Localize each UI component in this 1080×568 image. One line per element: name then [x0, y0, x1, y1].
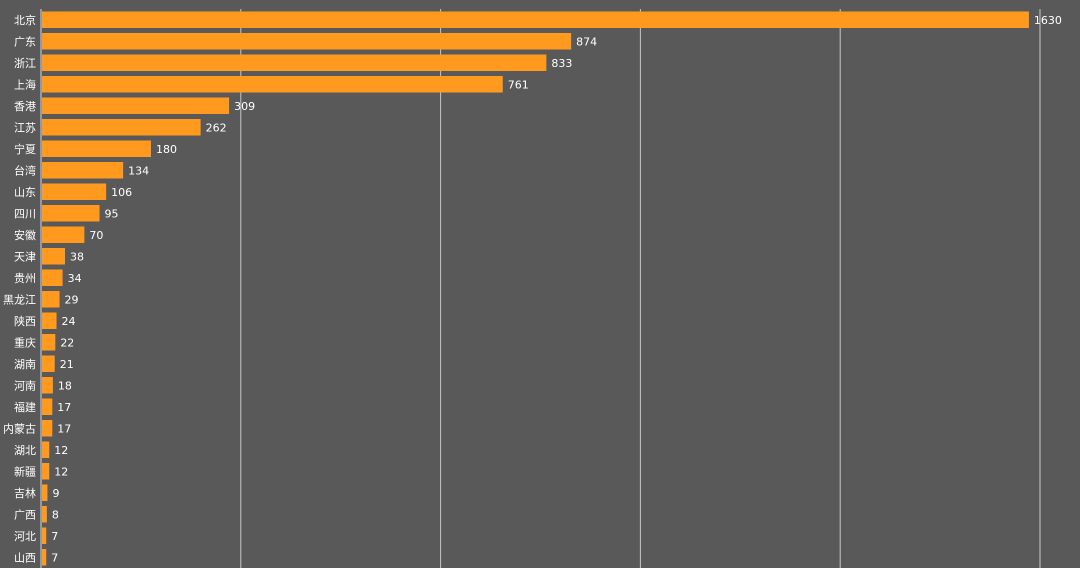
category-label: 河南 [14, 379, 36, 392]
value-label: 34 [68, 272, 82, 285]
category-label: 吉林 [14, 486, 36, 500]
value-label: 7 [51, 530, 58, 543]
value-label: 12 [54, 465, 68, 478]
value-label: 262 [206, 121, 227, 134]
value-label: 22 [60, 336, 74, 349]
category-label: 天津 [14, 250, 36, 263]
value-label: 17 [57, 401, 71, 414]
category-label: 内蒙古 [3, 421, 36, 435]
category-label: 黑龙江 [3, 293, 36, 306]
category-label: 北京 [14, 13, 36, 27]
value-label: 38 [70, 250, 84, 263]
category-label: 福建 [14, 400, 36, 414]
bar [42, 248, 66, 265]
category-label: 山东 [14, 186, 36, 199]
value-label: 18 [58, 379, 72, 392]
category-label: 四川 [14, 207, 36, 220]
value-label: 12 [54, 444, 68, 457]
bars [42, 11, 1029, 566]
category-label: 香港 [14, 100, 36, 113]
category-label: 上海 [14, 77, 36, 91]
bar [42, 527, 47, 544]
category-label: 湖北 [14, 444, 36, 457]
value-label: 9 [52, 487, 59, 500]
category-label: 江苏 [14, 121, 36, 134]
bar [42, 269, 63, 286]
value-label: 106 [111, 186, 132, 199]
bar [42, 140, 151, 157]
bar [42, 549, 47, 566]
category-label: 广东 [14, 35, 36, 48]
value-label: 21 [60, 358, 74, 371]
category-label: 浙江 [14, 57, 36, 70]
bar [42, 312, 57, 329]
value-label: 309 [234, 100, 255, 113]
value-label: 8 [52, 508, 59, 521]
category-label: 河北 [14, 530, 36, 543]
bar [42, 463, 50, 480]
category-label: 湖南 [14, 358, 36, 371]
category-label: 新疆 [14, 464, 36, 478]
value-label: 874 [576, 35, 597, 48]
value-label: 95 [105, 207, 119, 220]
value-label: 761 [508, 78, 529, 91]
bar [42, 119, 201, 136]
category-label: 重庆 [14, 335, 36, 349]
value-label: 24 [62, 315, 76, 328]
value-label: 17 [57, 422, 71, 435]
bar [42, 205, 100, 222]
category-label: 宁夏 [14, 142, 36, 156]
bar [42, 226, 85, 243]
bar [42, 441, 50, 458]
value-label: 29 [65, 293, 79, 306]
bar [42, 484, 48, 501]
value-label: 180 [156, 143, 177, 156]
value-label: 134 [128, 164, 149, 177]
category-label: 广西 [14, 508, 36, 521]
bar [42, 33, 572, 50]
value-label: 7 [51, 551, 58, 564]
bar [42, 334, 56, 351]
bar [42, 355, 55, 372]
category-label: 陕西 [14, 314, 36, 328]
category-label: 山西 [14, 551, 36, 564]
category-labels: 北京广东浙江上海香港江苏宁夏台湾山东四川安徽天津贵州黑龙江陕西重庆湖南河南福建内… [3, 13, 36, 565]
bar [42, 162, 124, 179]
category-label: 安徽 [14, 228, 36, 242]
category-label: 台湾 [14, 163, 36, 177]
bar [42, 377, 53, 394]
bar [42, 76, 503, 93]
value-label: 833 [551, 57, 572, 70]
bar [42, 97, 230, 114]
bar [42, 420, 53, 437]
bar [42, 183, 107, 200]
bar [42, 54, 547, 71]
gridlines [40, 9, 1041, 568]
bar [42, 398, 53, 415]
value-label: 1630 [1034, 14, 1062, 27]
category-label: 贵州 [14, 272, 36, 285]
bar [42, 291, 60, 308]
bar [42, 506, 47, 523]
value-label: 70 [89, 229, 103, 242]
bar [42, 11, 1029, 28]
